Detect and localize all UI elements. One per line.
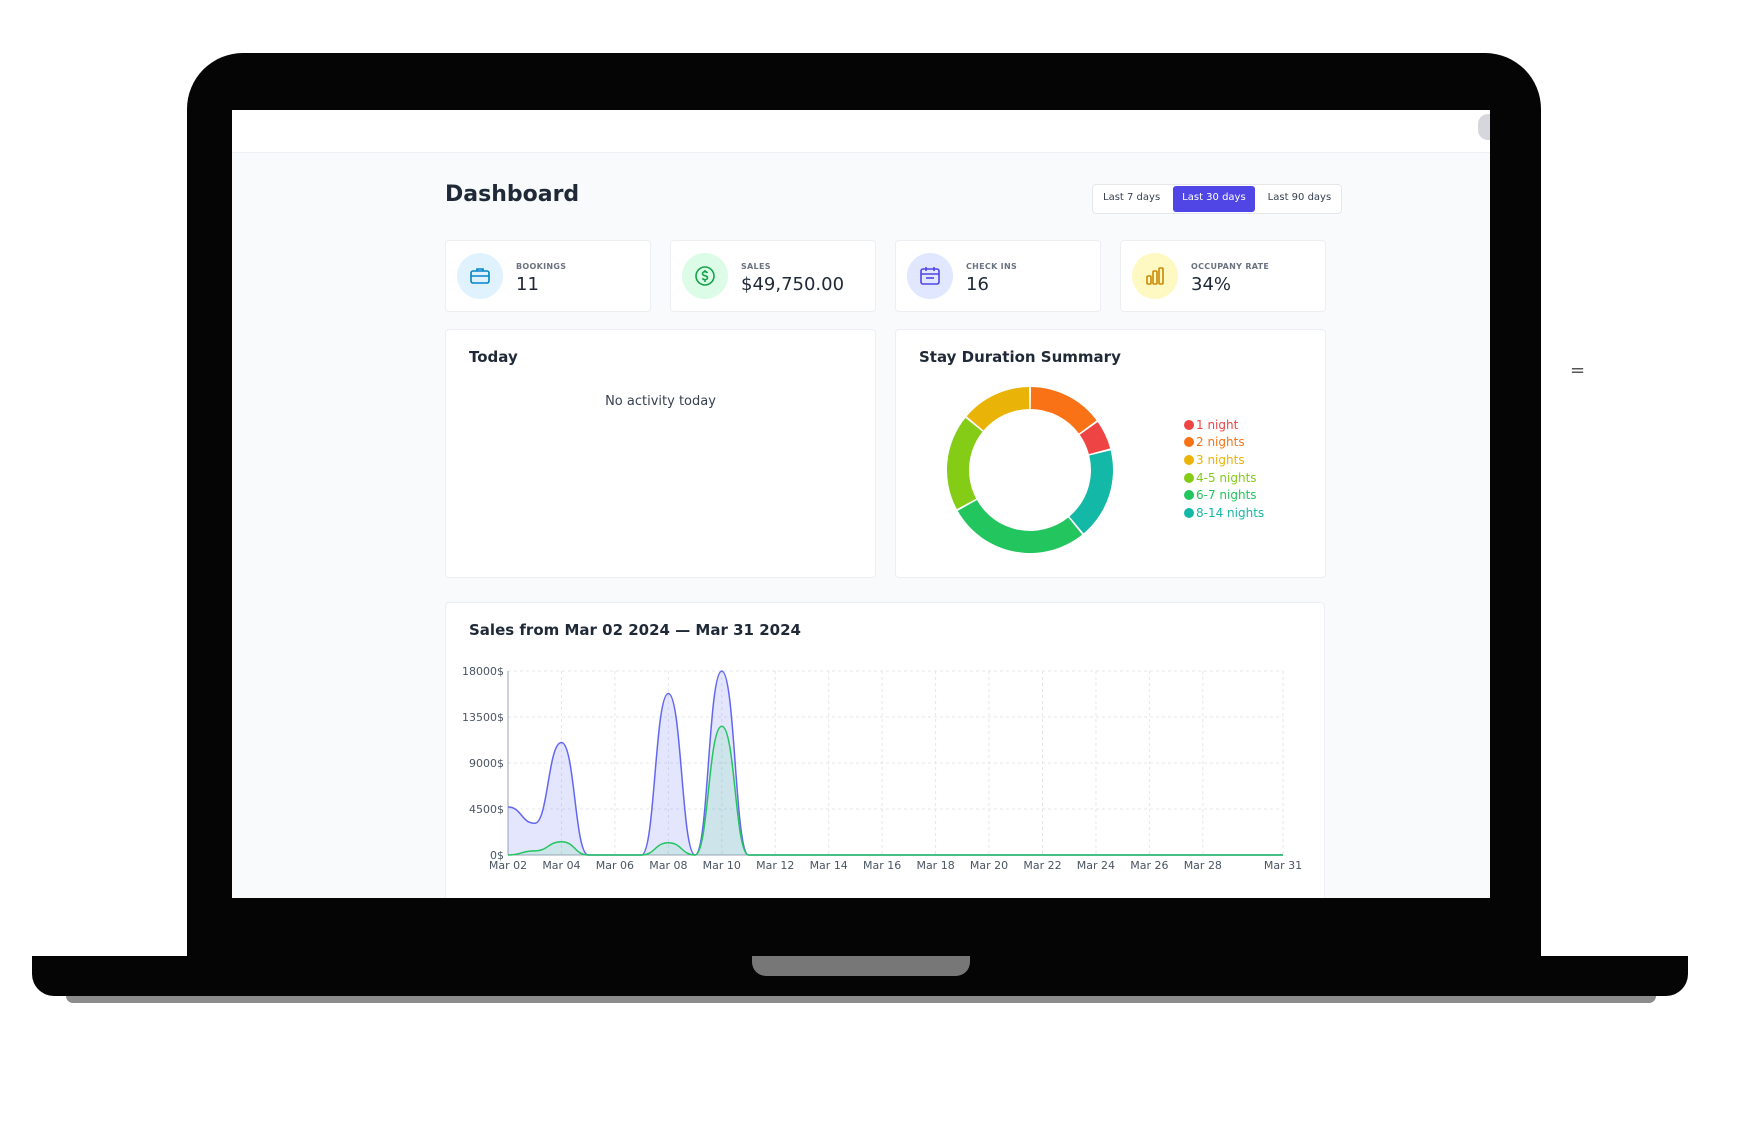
- legend-item[interactable]: 1 night: [1184, 416, 1264, 434]
- check-ins-card: CHECK INS 16: [895, 240, 1101, 312]
- x-tick-label: Mar 10: [703, 859, 741, 872]
- x-tick-label: Mar 24: [1077, 859, 1115, 872]
- legend-label: 1 night: [1196, 417, 1239, 432]
- occupancy-rate-value: 34%: [1191, 274, 1232, 295]
- legend-item[interactable]: 4-5 nights: [1184, 469, 1264, 487]
- x-tick-label: Mar 14: [810, 859, 848, 872]
- x-tick-label: Mar 08: [649, 859, 687, 872]
- x-tick-label: Mar 02: [489, 859, 527, 872]
- legend-label: 8-14 nights: [1196, 505, 1265, 520]
- legend-item[interactable]: 2 nights: [1184, 434, 1264, 452]
- x-tick-label: Mar 04: [542, 859, 580, 872]
- sales-panel: Sales from Mar 02 2024 — Mar 31 2024 0$ 4…: [445, 602, 1325, 898]
- legend-dot: [1184, 437, 1194, 448]
- x-tick-label: Mar 06: [596, 859, 634, 872]
- stay-duration-legend: 1 night 2 nights 3 nights 4-5 nights 6-7 nig…: [1184, 416, 1264, 522]
- y-tick-label: 0$: [490, 849, 504, 862]
- series-1-area: [508, 726, 1283, 855]
- x-tick-label: Mar 28: [1184, 859, 1222, 872]
- donut-slice-4-5-nights[interactable]: [947, 417, 983, 510]
- series-1-line[interactable]: [507, 725, 1283, 856]
- today-panel: Today No activity today: [445, 329, 876, 578]
- dollar-icon: [682, 253, 728, 299]
- stay-duration-title: Stay Duration Summary: [919, 348, 1121, 366]
- y-tick-label: 9000$: [469, 757, 504, 770]
- check-ins-value: 16: [966, 274, 989, 295]
- sales-title: Sales from Mar 02 2024 — Mar 31 2024: [469, 621, 801, 639]
- legend-label: 3 nights: [1196, 452, 1245, 467]
- stay-duration-donut-chart: [947, 387, 1113, 553]
- legend-dot: [1184, 507, 1194, 518]
- sales-area-chart: 0$ 4500$ 9000$ 13500$ 18000$ Mar 02 Mar 04 Mar …: [462, 665, 1302, 872]
- x-tick-label: Mar 26: [1130, 859, 1168, 872]
- sales-card: SALES $49,750.00: [670, 240, 876, 312]
- x-tick-label: Mar 16: [863, 859, 901, 872]
- x-tick-label: Mar 20: [970, 859, 1008, 872]
- bookings-card: BOOKINGS 11: [445, 240, 651, 312]
- legend-dot: [1184, 454, 1194, 465]
- series-0-area: [508, 671, 1283, 855]
- x-tick-label: Mar 31: [1264, 859, 1302, 872]
- legend-label: 2 nights: [1196, 435, 1245, 450]
- laptop-shadow: [66, 996, 1656, 1003]
- range-last-30-days-button[interactable]: Last 30 days: [1173, 186, 1255, 212]
- legend-item[interactable]: 6-7 nights: [1184, 486, 1264, 504]
- y-tick-label: 4500$: [469, 803, 504, 816]
- x-tick-label: Mar 12: [756, 859, 794, 872]
- occupancy-rate-label: OCCUPANY RATE: [1191, 262, 1270, 271]
- check-ins-label: CHECK INS: [966, 262, 1018, 271]
- laptop-notch: [752, 956, 970, 976]
- legend-label: 6-7 nights: [1196, 488, 1257, 503]
- stay-duration-panel: Stay Duration Summary 1 night 2 nights 3 n…: [895, 329, 1326, 578]
- screen: Dashboard Last 7 days Last 30 days Last …: [232, 110, 1490, 898]
- bookings-value: 11: [516, 274, 539, 295]
- top-bar: [232, 110, 1490, 153]
- equals-glyph: =: [1570, 360, 1586, 381]
- legend-dot: [1184, 472, 1194, 483]
- occupancy-rate-card: OCCUPANY RATE 34%: [1120, 240, 1326, 312]
- bookings-label: BOOKINGS: [516, 262, 567, 271]
- donut-slice-6-7-nights[interactable]: [957, 500, 1083, 553]
- legend-item[interactable]: 8-14 nights: [1184, 504, 1264, 522]
- chart-grid: [507, 670, 1284, 856]
- sales-label: SALES: [741, 262, 771, 271]
- briefcase-icon: [457, 253, 503, 299]
- avatar[interactable]: [1478, 114, 1490, 140]
- y-tick-label: 13500$: [462, 711, 504, 724]
- x-tick-label: Mar 22: [1023, 859, 1061, 872]
- legend-item[interactable]: 3 nights: [1184, 451, 1264, 469]
- page-title: Dashboard: [445, 182, 580, 207]
- range-last-90-days-button[interactable]: Last 90 days: [1267, 192, 1332, 203]
- x-tick-label: Mar 18: [916, 859, 954, 872]
- donut-slice-1-night[interactable]: [1079, 422, 1111, 455]
- date-range-selector: Last 7 days Last 30 days Last 90 days: [1092, 184, 1343, 214]
- bar-chart-icon: [1132, 253, 1178, 299]
- legend-dot: [1184, 419, 1194, 430]
- sales-value: $49,750.00: [741, 274, 845, 295]
- donut-slice-2-nights[interactable]: [1030, 387, 1097, 434]
- calendar-icon: [907, 253, 953, 299]
- legend-dot: [1184, 490, 1194, 501]
- today-title: Today: [469, 348, 518, 366]
- donut-slice-3-nights[interactable]: [966, 387, 1030, 431]
- no-activity-text: No activity today: [605, 394, 716, 409]
- range-last-7-days-button[interactable]: Last 7 days: [1103, 192, 1161, 203]
- y-tick-label: 18000$: [462, 665, 504, 678]
- donut-slice-8-14-nights[interactable]: [1069, 450, 1113, 534]
- legend-label: 4-5 nights: [1196, 470, 1257, 485]
